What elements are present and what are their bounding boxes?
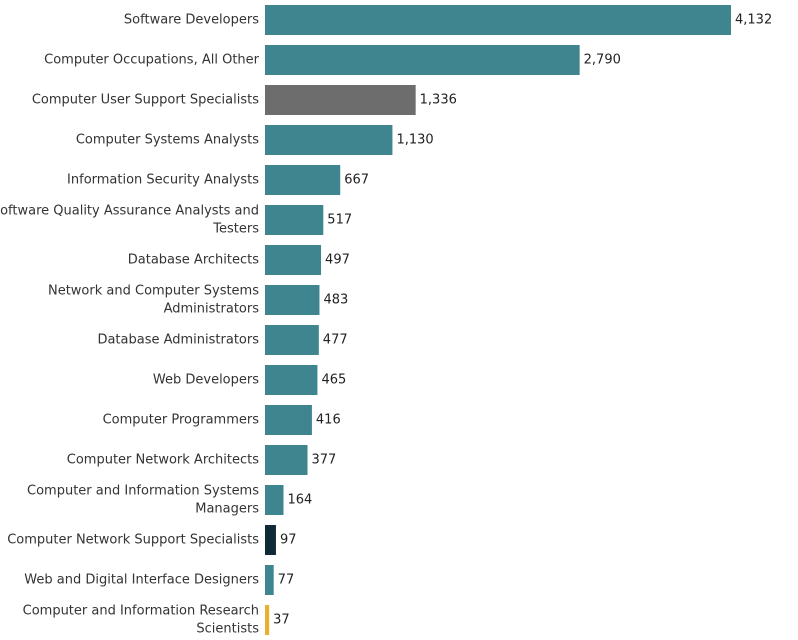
bar-14[interactable]	[265, 525, 276, 555]
category-label-line: Database Administrators	[97, 333, 259, 348]
bar-5[interactable]	[265, 165, 341, 195]
bar-2[interactable]	[265, 45, 580, 75]
value-label-1: 4,132	[735, 13, 772, 28]
category-label-line: Network and Computer Systems	[48, 284, 259, 299]
value-label-9: 477	[323, 333, 348, 348]
category-label-10: Web Developers	[153, 373, 259, 388]
category-label-line: Computer Programmers	[103, 413, 260, 428]
category-label-line: Computer User Support Specialists	[32, 93, 259, 108]
category-label-14: Computer Network Support Specialists	[7, 533, 259, 548]
category-label-line: Computer Network Architects	[67, 453, 259, 468]
bar-13[interactable]	[265, 485, 284, 515]
value-label-7: 497	[325, 253, 350, 268]
value-label-15: 77	[278, 573, 295, 588]
bar-3[interactable]	[265, 85, 416, 115]
category-label-line: Scientists	[196, 622, 259, 637]
category-label-3: Computer User Support Specialists	[32, 93, 259, 108]
category-label-6: Software Quality Assurance Analysts and T…	[0, 204, 259, 237]
value-label-11: 416	[316, 413, 341, 428]
value-label-10: 465	[321, 373, 346, 388]
category-label-line: Computer and Information Research	[23, 604, 259, 619]
value-label-2: 2,790	[584, 53, 621, 68]
category-label-4: Computer Systems Analysts	[76, 133, 259, 148]
bar-16[interactable]	[265, 605, 270, 635]
category-label-13: Computer and Information Systems Managers	[27, 484, 259, 517]
value-label-3: 1,336	[420, 93, 457, 108]
bar-6[interactable]	[265, 205, 324, 235]
bar-10[interactable]	[265, 365, 318, 395]
value-label-8: 483	[323, 293, 348, 308]
category-label-1: Software Developers	[124, 13, 259, 28]
category-labels-group: Software Developers Computer Occupations,…	[0, 13, 260, 637]
category-label-8: Network and Computer Systems Administrato…	[48, 284, 259, 317]
category-label-line: Software Developers	[124, 13, 259, 28]
category-label-line: Web Developers	[153, 373, 259, 388]
category-label-line: Computer Occupations, All Other	[44, 53, 259, 68]
category-label-line: Administrators	[164, 302, 260, 317]
value-label-12: 377	[312, 453, 337, 468]
category-label-9: Database Administrators	[97, 333, 259, 348]
category-label-5: Information Security Analysts	[67, 173, 259, 188]
category-label-15: Web and Digital Interface Designers	[24, 573, 259, 588]
category-label-12: Computer Network Architects	[67, 453, 259, 468]
value-label-4: 1,130	[396, 133, 433, 148]
value-label-16: 37	[273, 613, 290, 628]
category-label-7: Database Architects	[128, 253, 259, 268]
bar-11[interactable]	[265, 405, 312, 435]
bar-8[interactable]	[265, 285, 320, 315]
category-label-line: Database Architects	[128, 253, 259, 268]
bar-15[interactable]	[265, 565, 274, 595]
value-label-5: 667	[344, 173, 369, 188]
category-label-11: Computer Programmers	[103, 413, 260, 428]
category-label-line: Testers	[212, 222, 259, 237]
category-label-line: Managers	[195, 502, 259, 517]
category-label-line: Computer Systems Analysts	[76, 133, 259, 148]
bar-4[interactable]	[265, 125, 393, 155]
bars-group	[265, 5, 731, 635]
bar-12[interactable]	[265, 445, 308, 475]
bar-9[interactable]	[265, 325, 319, 355]
bar-7[interactable]	[265, 245, 322, 275]
bar-1[interactable]	[265, 5, 731, 35]
value-label-13: 164	[288, 493, 313, 508]
category-label-line: Computer Network Support Specialists	[7, 533, 259, 548]
value-label-14: 97	[280, 533, 297, 548]
category-label-2: Computer Occupations, All Other	[44, 53, 259, 68]
category-label-line: Information Security Analysts	[67, 173, 259, 188]
category-label-line: Web and Digital Interface Designers	[24, 573, 259, 588]
value-label-6: 517	[327, 213, 352, 228]
category-label-line: Software Quality Assurance Analysts and	[0, 204, 259, 219]
category-label-line: Computer and Information Systems	[27, 484, 259, 499]
value-labels-group: 4,132 2,790 1,336 1,130 667 517 497 483 477 465 41…	[273, 13, 772, 628]
category-label-16: Computer and Information Research Scienti…	[23, 604, 260, 637]
